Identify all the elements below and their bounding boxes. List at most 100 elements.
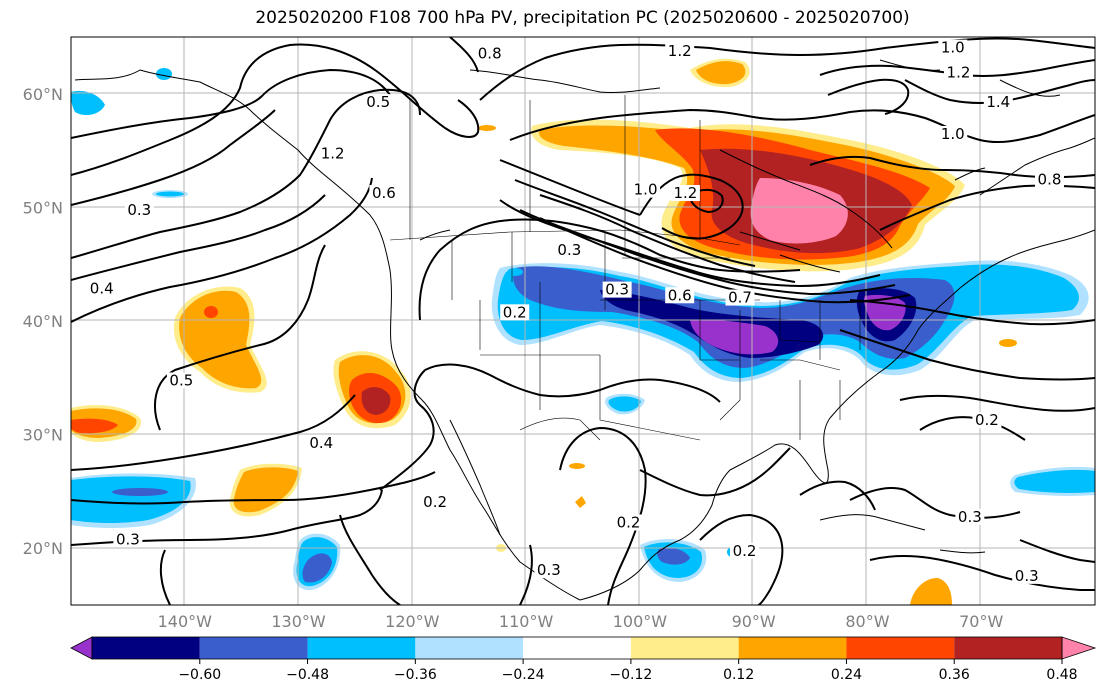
colorbar-tick-label: 0.12	[723, 667, 754, 683]
contour-label: 0.2	[617, 513, 641, 531]
latitude-label: 40°N	[23, 312, 63, 331]
contour-label: 0.8	[1038, 170, 1062, 188]
contour-label: 0.5	[169, 371, 193, 389]
contour-label: 1.2	[947, 64, 971, 82]
contour-label-background	[725, 289, 755, 306]
contour-label-background	[943, 64, 973, 81]
longitude-labels: 140°W 130°W 120°W 110°W 100°W 90°W 80°W 70°W	[158, 612, 1004, 631]
contour-label: 0.3	[127, 201, 151, 219]
colorbar-segment	[523, 637, 631, 659]
contour-label-background	[602, 281, 632, 298]
contour-label-background	[475, 45, 505, 62]
contour-label: 0.3	[116, 531, 140, 549]
longitude-label: 120°W	[385, 612, 440, 631]
colorbar-segment	[630, 637, 739, 659]
graticule	[71, 37, 1095, 605]
longitude-label: 130°W	[271, 612, 326, 631]
colorbar-segment	[954, 637, 1062, 659]
colorbar-tick-label: −0.24	[502, 667, 545, 683]
contour-label-background	[113, 531, 143, 548]
contour-label: 0.3	[958, 508, 982, 526]
colorbar-tick-label: −0.12	[609, 667, 652, 683]
latitude-label: 30°N	[23, 426, 63, 445]
contour-label-background	[730, 542, 760, 559]
contour-label-background	[1012, 567, 1042, 584]
contour-label-background	[166, 372, 196, 389]
contour-label-background	[955, 508, 985, 525]
colorbar-tick-label: 0.24	[831, 667, 862, 683]
contour-label-background	[631, 181, 661, 198]
contour-label-background	[318, 145, 348, 162]
contour-label-background	[500, 304, 530, 321]
contour-label-background	[670, 185, 700, 202]
contour-label: 0.3	[605, 281, 629, 299]
contour-label-background	[87, 280, 117, 297]
colorbar-segment	[92, 637, 200, 659]
latitude-label: 60°N	[23, 85, 63, 104]
longitude-label: 70°W	[959, 612, 1003, 631]
contour-label-background	[665, 287, 695, 304]
pv-contours	[71, 37, 1095, 605]
contour-label: 0.3	[1015, 567, 1039, 585]
colorbar-extend-high	[1061, 636, 1097, 660]
contour-label: 1.2	[673, 184, 697, 202]
contour-label: 0.6	[668, 286, 692, 304]
political-borders	[389, 95, 861, 441]
contour-label-background	[614, 514, 644, 531]
contour-label: 0.7	[728, 289, 752, 307]
contour-label-background	[306, 434, 336, 451]
contour-label-background	[972, 412, 1002, 429]
contour-label: 1.2	[321, 144, 345, 162]
colorbar-segment	[307, 637, 416, 659]
colorbar-segment	[846, 637, 955, 659]
latitude-labels: 60°N 50°N 40°N 30°N 20°N	[23, 85, 63, 558]
contour-label: 1.4	[986, 93, 1010, 111]
longitude-label: 90°W	[732, 612, 776, 631]
contour-label-background	[124, 202, 154, 219]
contour-label: 0.5	[366, 93, 390, 111]
colorbar-tick-label: 0.48	[1046, 667, 1077, 683]
contour-label: 0.8	[478, 44, 502, 62]
contour-label: 1.0	[634, 181, 658, 199]
contour-label: 0.4	[90, 279, 114, 297]
colorbar-segment	[415, 637, 524, 659]
contour-label-background	[665, 43, 695, 60]
contour-label: 0.3	[537, 561, 561, 579]
contour-label: 1.2	[668, 42, 692, 60]
contour-labels: 0.8 1.2 1.0 1.2 1.4 1.0 0.8 0.5 1.2 0.6 0.3 1.0 1.2 0…	[87, 39, 1064, 585]
latitude-label: 50°N	[23, 198, 63, 217]
contour-label: 0.2	[423, 493, 447, 511]
contour-label-background	[938, 125, 968, 142]
colorbar-segment	[738, 637, 847, 659]
longitude-label: 100°W	[613, 612, 668, 631]
contour-label: 1.0	[941, 39, 965, 57]
contour-label-background	[983, 94, 1013, 111]
contour-label-background	[534, 562, 564, 579]
contour-label: 0.4	[309, 434, 333, 452]
longitude-label: 110°W	[499, 612, 554, 631]
contour-label-background	[938, 39, 968, 56]
contour-label-background	[554, 241, 584, 258]
colorbar-tick-label: 0.36	[939, 667, 970, 683]
contour-label: 1.0	[941, 125, 965, 143]
contour-label: 0.2	[733, 542, 757, 560]
contour-label: 0.2	[503, 303, 527, 321]
colorbar-tick-label: −0.60	[178, 667, 221, 683]
colorbar-segment	[199, 637, 308, 659]
contour-label-background	[369, 185, 399, 202]
contour-label: 0.2	[975, 411, 999, 429]
map-frame	[70, 36, 1096, 606]
contour-label: 0.3	[557, 241, 581, 259]
longitude-label: 140°W	[158, 612, 213, 631]
colorbar-outline	[91, 636, 1063, 660]
plot-title: 2025020200 F108 700 hPa PV, precipitatio…	[255, 8, 910, 28]
contour-label-background	[420, 494, 450, 511]
latitude-label: 20°N	[23, 539, 63, 558]
colorbar-tick-label: −0.48	[286, 667, 329, 683]
colorbar-extend-low	[70, 636, 93, 660]
coastlines	[74, 59, 1095, 601]
contour-label-background	[363, 94, 393, 111]
contour-label-background	[1034, 171, 1064, 188]
contour-label: 0.6	[372, 184, 396, 202]
